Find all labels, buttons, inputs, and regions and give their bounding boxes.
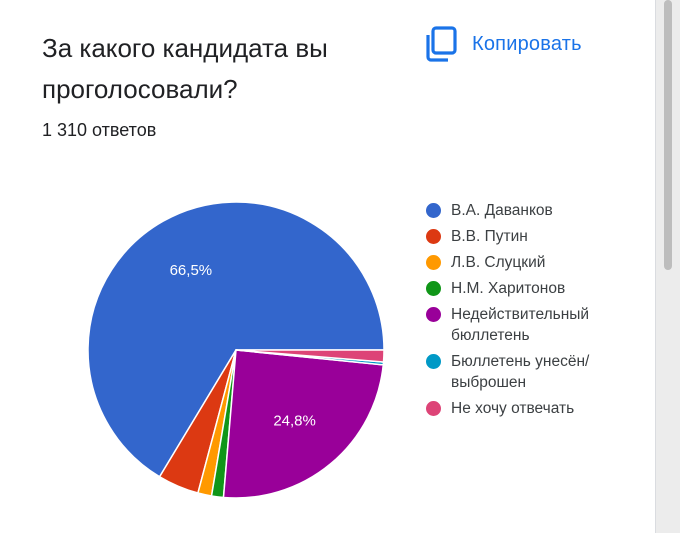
- pie-slice-1[interactable]: [87, 201, 385, 478]
- pie-chart: 66,5% 24,8%: [87, 201, 385, 499]
- copy-button-label: Копировать: [472, 32, 582, 55]
- chart-legend: В.А. Даванков В.В. Путин Л.В. Слуцкий Н.М. …: [426, 200, 646, 424]
- copy-icon: [426, 26, 457, 62]
- response-count: 1 310 ответов: [42, 120, 157, 140]
- legend-item-1[interactable]: В.А. Даванков: [426, 200, 646, 221]
- legend-swatch: [426, 203, 441, 218]
- legend-swatch: [426, 255, 441, 270]
- legend-label: В.А. Даванков: [451, 202, 553, 219]
- legend-label: Л.В. Слуцкий: [451, 254, 546, 271]
- legend-label: Н.М. Харитонов: [451, 280, 566, 297]
- legend-label: Не хочу отвечать: [451, 400, 575, 417]
- legend-label: В.В. Путин: [451, 228, 528, 245]
- legend-item-5[interactable]: Недействительный бюллетень: [426, 304, 646, 346]
- pie-data-label-1: 66,5%: [170, 262, 213, 279]
- legend-swatch: [426, 354, 441, 369]
- question-title: За какого кандидата вы проголосовали?: [42, 33, 328, 104]
- legend-item-2[interactable]: В.В. Путин: [426, 226, 646, 247]
- legend-label: Недействительный бюллетень: [451, 306, 590, 344]
- pie-slice-5[interactable]: [222, 349, 385, 499]
- scrollbar[interactable]: [662, 0, 674, 533]
- legend-item-6[interactable]: Бюллетень унесён/выброшен: [426, 351, 646, 393]
- legend-swatch: [426, 229, 441, 244]
- legend-item-7[interactable]: Не хочу отвечать: [426, 398, 646, 419]
- legend-swatch: [426, 281, 441, 296]
- legend-item-3[interactable]: Л.В. Слуцкий: [426, 252, 646, 273]
- copy-chart-button[interactable]: Копировать: [424, 24, 582, 64]
- legend-swatch: [426, 307, 441, 322]
- legend-item-4[interactable]: Н.М. Харитонов: [426, 278, 646, 299]
- response-card: За какого кандидата вы проголосовали? Ко…: [0, 0, 656, 533]
- pie-slice-7[interactable]: [235, 349, 385, 363]
- legend-label: Бюллетень унесён/выброшен: [451, 353, 590, 391]
- legend-swatch: [426, 401, 441, 416]
- pie-data-label-5: 24,8%: [273, 413, 316, 430]
- scrollbar-thumb[interactable]: [664, 0, 672, 270]
